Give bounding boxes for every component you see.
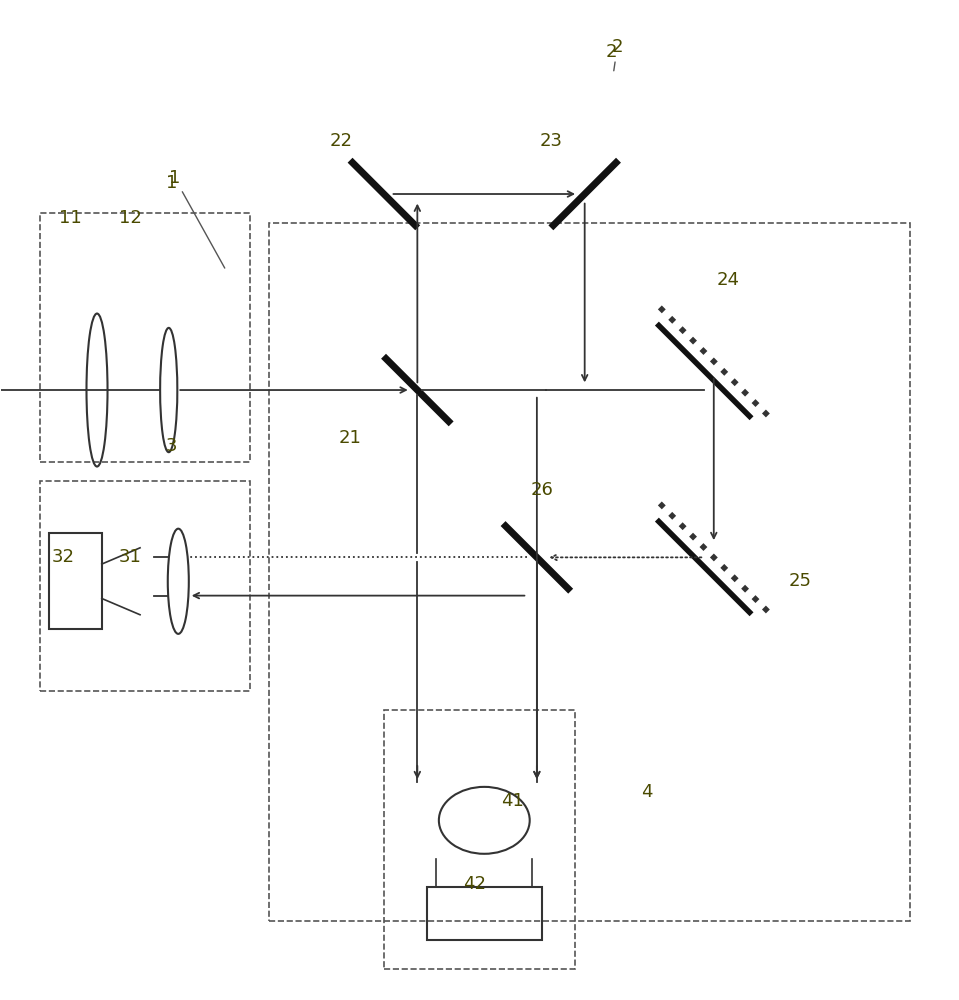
Text: 31: 31 bbox=[119, 548, 142, 566]
Text: 3: 3 bbox=[166, 437, 177, 455]
Text: 23: 23 bbox=[540, 132, 563, 150]
Text: 21: 21 bbox=[339, 429, 362, 447]
Text: 11: 11 bbox=[58, 209, 82, 227]
Text: 12: 12 bbox=[119, 209, 142, 227]
Bar bbox=[427, 887, 542, 940]
Text: 4: 4 bbox=[641, 783, 652, 801]
Text: 41: 41 bbox=[502, 792, 525, 810]
Text: 1: 1 bbox=[169, 169, 224, 268]
Bar bbox=[269, 223, 910, 921]
Bar bbox=[39, 213, 250, 462]
Text: 25: 25 bbox=[788, 572, 811, 590]
Text: 1: 1 bbox=[166, 174, 177, 192]
Text: 42: 42 bbox=[463, 875, 486, 893]
Bar bbox=[49, 533, 102, 629]
Bar bbox=[39, 481, 250, 691]
Text: 26: 26 bbox=[530, 481, 553, 499]
Text: 24: 24 bbox=[716, 271, 739, 289]
Text: 2: 2 bbox=[612, 38, 623, 71]
Text: 22: 22 bbox=[329, 132, 352, 150]
Bar bbox=[384, 710, 575, 969]
Text: 2: 2 bbox=[606, 43, 618, 61]
Text: 32: 32 bbox=[52, 548, 75, 566]
